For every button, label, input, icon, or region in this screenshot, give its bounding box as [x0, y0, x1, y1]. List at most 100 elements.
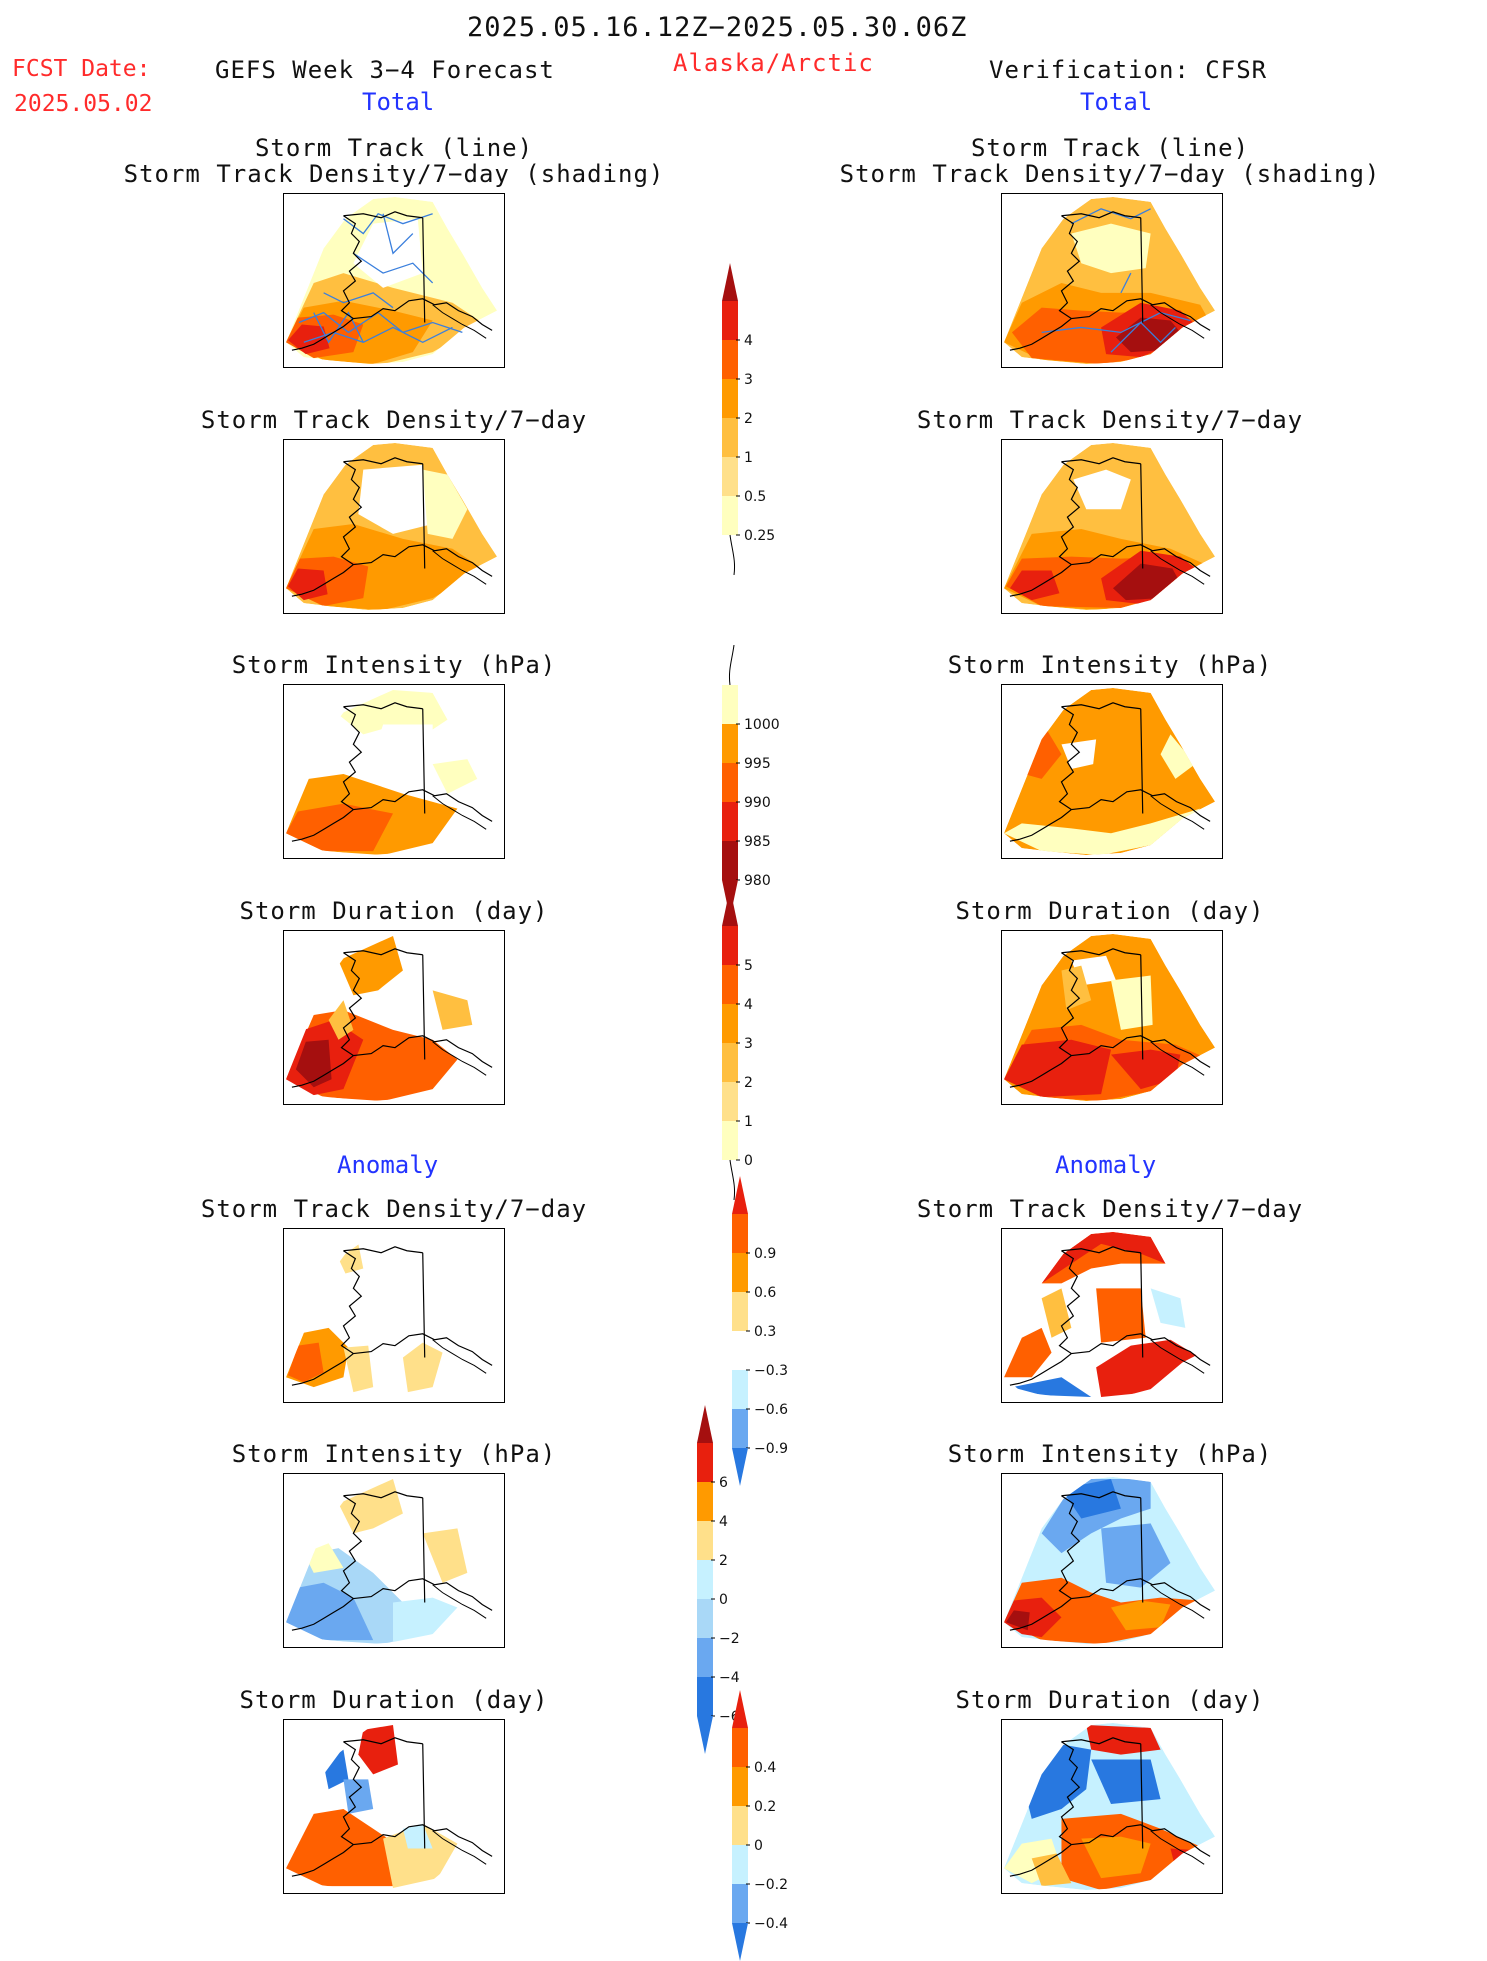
- anomaly-left-label: Anomaly: [337, 1151, 439, 1179]
- coastline: [1009, 215, 1211, 351]
- shade-region-1: [338, 1478, 403, 1534]
- colorbar-tick-label: 0.25: [744, 528, 775, 544]
- map-left-intensity-shading: [285, 687, 498, 856]
- shade-region-3: [287, 1342, 324, 1383]
- shade-region-3: [1009, 570, 1060, 601]
- border-line: [343, 1491, 426, 1603]
- shade-region-4: [373, 724, 433, 789]
- colorbar-bottom-arrow: [697, 1716, 713, 1754]
- coastline: [1009, 1495, 1211, 1631]
- colorbar-swatch: [732, 1214, 748, 1253]
- coastline: [1009, 1741, 1211, 1877]
- colorbar-swatch: [722, 802, 738, 841]
- map-left-density-anom: [283, 1228, 505, 1403]
- panhandle-coast: [1150, 1041, 1205, 1076]
- colorbar-swatch: [722, 763, 738, 802]
- colorbar-swatch: [722, 340, 738, 379]
- panhandle-coast: [432, 304, 487, 339]
- shade-region-1: [1086, 1724, 1161, 1755]
- shade-region-1: [338, 689, 448, 735]
- colorbar-swatch: [732, 1845, 748, 1884]
- right-total-label: Total: [1080, 88, 1153, 116]
- colorbar-tick-label: 0.6: [754, 1285, 776, 1301]
- colorbar-swatch: [722, 496, 738, 535]
- shade-region-4: [1003, 1327, 1052, 1378]
- colorbar-swatch: [722, 1082, 738, 1121]
- shade-region-7: [1111, 1600, 1171, 1631]
- shade-region-5: [353, 218, 423, 288]
- map-left-intensity-svg: [285, 687, 498, 856]
- shade-region-6: [1011, 1377, 1092, 1398]
- panhandle-coast: [432, 1830, 487, 1865]
- colorbar-swatch: [732, 1370, 748, 1409]
- shade-region-1: [338, 935, 403, 996]
- fcst-label: FCST Date:: [12, 56, 151, 82]
- colorbar-track-density-svg: 4 3 2 1 0.5 0.25: [722, 263, 775, 575]
- colorbar-swatch: [732, 1728, 748, 1767]
- shade-region-5: [343, 1779, 374, 1814]
- border-line: [1061, 1246, 1144, 1358]
- colorbar-tick-label: 4: [744, 333, 753, 349]
- border-line: [1061, 211, 1144, 323]
- colorbar-duration-anomaly-svg: 0.4 0.2 0 −0.2 −0.4: [732, 1690, 788, 1961]
- colorbar-swatch: [697, 1521, 713, 1560]
- map-left-duration-anom-svg: [285, 1722, 498, 1891]
- colorbar-swatch: [722, 926, 738, 965]
- shade-region-5: [432, 990, 473, 1030]
- shade-region-3: [1091, 1759, 1161, 1805]
- coastline: [1009, 461, 1211, 597]
- map-right-track: [1001, 193, 1223, 368]
- colorbar-swatch: [697, 1560, 713, 1599]
- shade-region-1: [1003, 808, 1201, 856]
- panhandle-coast: [1150, 1339, 1205, 1374]
- colorbar-duration-anomaly: 0.4 0.2 0 −0.2 −0.4: [732, 1690, 842, 1961]
- coastline: [291, 706, 493, 842]
- colorbar-tick-label: 0.9: [754, 1246, 776, 1262]
- left-total-label: Total: [362, 88, 435, 116]
- title-left-duration-anom: Storm Duration (day): [239, 1686, 549, 1714]
- map-right-density-shading: [1003, 442, 1216, 611]
- coastline: [1009, 706, 1211, 842]
- fcst-date: 2025.05.02: [14, 91, 153, 117]
- colorbar-swatch: [722, 1043, 738, 1082]
- colorbar-tick-label: −0.9: [754, 1441, 788, 1457]
- panhandle-coast: [1150, 1830, 1205, 1865]
- map-left-intensity-anom-svg: [285, 1476, 498, 1645]
- coastline: [291, 1741, 493, 1877]
- coastline: [1009, 952, 1211, 1088]
- border-line: [1061, 457, 1144, 569]
- shade-region-4: [323, 1749, 349, 1790]
- panhandle-coast: [1150, 304, 1205, 339]
- colorbar-tick-label: 1: [744, 1114, 753, 1130]
- map-right-intensity-anom-shading: [1003, 1476, 1216, 1645]
- colorbar-swatch: [732, 1884, 748, 1923]
- shade-region-0: [1003, 687, 1216, 856]
- coastline: [291, 1495, 493, 1631]
- colorbar-tick-label: 980: [744, 873, 771, 889]
- shade-region-3: [1101, 1523, 1171, 1588]
- title-left-track-line: Storm Track (line): [254, 134, 534, 162]
- border-line: [343, 948, 426, 1060]
- colorbar-tick-label: −0.6: [754, 1402, 788, 1418]
- map-left-density-svg: [285, 442, 498, 611]
- shade-region-1: [338, 1243, 364, 1274]
- coastline: [291, 215, 493, 351]
- colorbar-top-arrow: [732, 1176, 748, 1214]
- border-line: [1061, 1737, 1144, 1849]
- shade-region-4: [287, 324, 330, 355]
- title-right-intensity: Storm Intensity (hPa): [947, 651, 1273, 679]
- shade-region-3: [287, 568, 328, 601]
- title-left-track-shading: Storm Track Density/7−day (shading): [123, 160, 665, 188]
- map-right-duration-anom: [1001, 1719, 1223, 1894]
- map-right-density: [1001, 439, 1223, 614]
- colorbar-tick-label: 0: [744, 1153, 753, 1169]
- region-label: Alaska/Arctic: [673, 49, 874, 77]
- colorbar-density-anomaly: 0.9 0.6 0.3 −0.3 −0.6 −0.9: [732, 1176, 842, 1486]
- panhandle-coast: [432, 795, 487, 830]
- colorbar-swatch: [732, 1292, 748, 1331]
- map-left-duration-anom-shading: [285, 1722, 498, 1891]
- colorbar-tick-label: 2: [744, 1075, 753, 1091]
- title-left-density-anom: Storm Track Density/7−day: [200, 1195, 588, 1223]
- map-left-track-shading: [285, 196, 498, 365]
- colorbar-tick-label: 990: [744, 795, 771, 811]
